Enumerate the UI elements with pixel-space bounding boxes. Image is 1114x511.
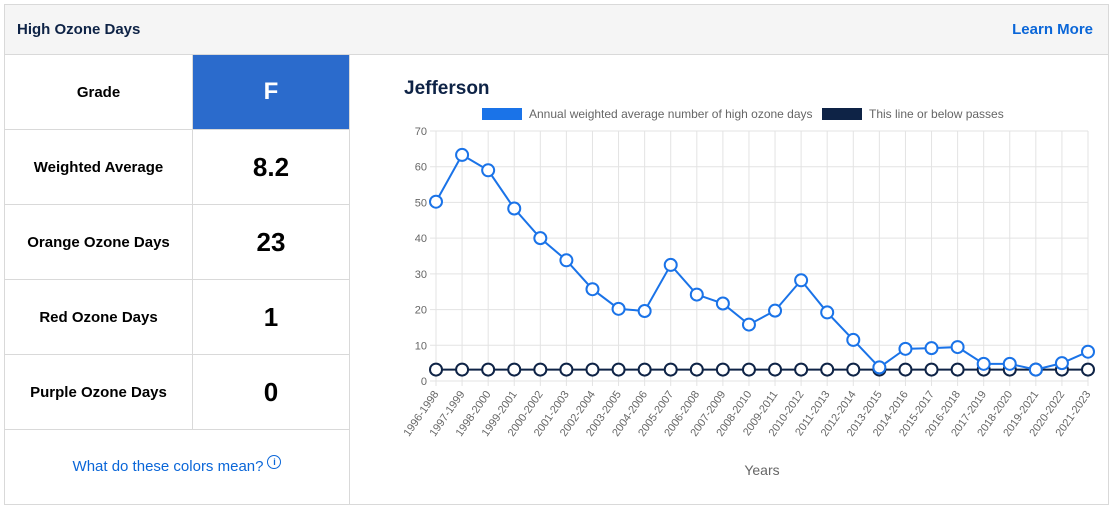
y-tick-label: 10 [415,340,427,352]
ozone-point [1028,362,1043,377]
legend-label: Annual weighted average number of high o… [529,107,813,121]
ozone-point [611,301,626,316]
ozone-point [846,332,861,347]
stat-row-grade: Grade F [5,55,349,130]
x-axis-title: Years [744,462,779,478]
threshold-point [689,362,704,377]
ozone-point [507,201,522,216]
stat-label: Weighted Average [5,130,193,204]
y-tick-label: 50 [415,197,427,209]
y-tick-label: 60 [415,162,427,174]
stat-value: 0 [263,376,279,407]
ozone-point [455,147,470,162]
ozone-point [872,360,887,375]
card-title: High Ozone Days [17,21,141,38]
ozone-point [533,231,548,246]
stat-row-orange-days: Orange Ozone Days 23 [5,205,349,280]
ozone-point [768,303,783,318]
threshold-point [585,362,600,377]
threshold-point [1081,362,1095,377]
series-line-ozone [435,153,1089,371]
chart-panel: Jefferson Annual weighted average number … [349,55,1108,504]
stat-label: Orange Ozone Days [5,205,193,279]
grade-badge: F [193,55,349,129]
threshold-point [820,362,835,377]
ozone-point [898,341,913,356]
threshold-point [794,362,809,377]
y-tick-label: 20 [415,305,427,317]
stats-table: Grade F Weighted Average 8.2 Orange Ozon… [5,55,350,504]
colors-help-link[interactable]: What do these colors mean? i [5,430,349,503]
ozone-point [794,273,809,288]
ozone-point [1081,344,1095,359]
ozone-point [663,257,678,272]
legend-label: This line or below passes [869,107,1004,121]
threshold-point [846,362,861,377]
threshold-point [429,362,443,377]
stat-label: Purple Ozone Days [5,355,193,429]
stat-label: Red Ozone Days [5,280,193,354]
threshold-point [455,362,470,377]
learn-more-link[interactable]: Learn More [1012,21,1093,38]
ozone-point [1054,356,1069,371]
stat-label: Grade [5,55,193,129]
threshold-point [950,362,965,377]
threshold-point [481,362,496,377]
colors-help-text: What do these colors mean? [72,458,264,475]
threshold-point [898,362,913,377]
ozone-point [637,304,652,318]
chart-title: Jefferson [404,78,490,99]
stat-row-red-days: Red Ozone Days 1 [5,280,349,355]
y-tick-label: 40 [415,233,427,245]
threshold-point [559,362,574,377]
ozone-point [820,305,835,320]
stat-value: 1 [263,301,279,332]
threshold-point [533,362,548,377]
y-tick-label: 0 [421,376,427,388]
ozone-point [585,282,600,297]
ozone-card: High Ozone Days Learn More Grade F Weigh… [4,4,1109,505]
threshold-point [768,362,783,377]
ozone-point [924,341,939,356]
ozone-point [976,356,991,371]
threshold-point [637,362,652,377]
threshold-point [663,362,678,377]
stat-value: 23 [256,226,286,257]
card-header: High Ozone Days Learn More [5,5,1108,55]
ozone-point [1002,356,1017,371]
stat-value: 8.2 [252,151,290,182]
legend-swatch [482,108,522,120]
threshold-point [611,362,626,377]
threshold-point [715,362,730,377]
threshold-point [924,362,939,377]
stat-row-weighted-average: Weighted Average 8.2 [5,130,349,205]
threshold-point [741,362,756,377]
ozone-point [741,317,756,332]
ozone-point [429,194,443,209]
ozone-point [950,340,965,355]
legend-swatch [822,108,862,120]
ozone-line-chart: Jefferson Annual weighted average number … [401,78,1095,478]
stat-row-purple-days: Purple Ozone Days 0 [5,355,349,430]
y-tick-label: 30 [415,269,427,281]
threshold-point [507,362,522,377]
ozone-point [481,163,496,178]
ozone-point [559,253,574,268]
ozone-point [715,296,730,311]
y-tick-label: 70 [415,126,427,138]
ozone-point [689,287,704,302]
info-icon: i [267,454,282,469]
